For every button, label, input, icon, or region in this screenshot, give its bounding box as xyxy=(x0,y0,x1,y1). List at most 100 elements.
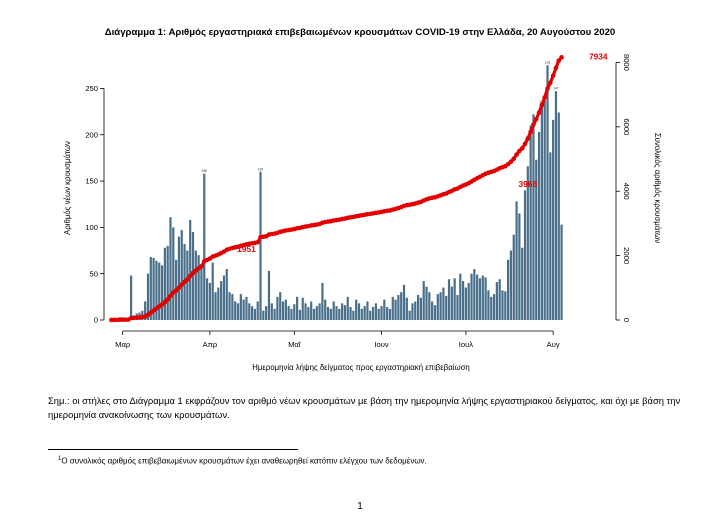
bar-104 xyxy=(402,284,406,320)
bar-89 xyxy=(360,308,363,320)
bar-126 xyxy=(464,287,468,320)
cumulative-point-27 xyxy=(185,277,190,282)
bar-70 xyxy=(307,307,310,320)
bar-151 xyxy=(535,159,538,320)
cumulative-point-149 xyxy=(528,129,533,135)
bar-74 xyxy=(318,303,321,320)
bar-95 xyxy=(377,308,380,320)
bar-47 xyxy=(242,299,245,320)
bar-97 xyxy=(383,299,386,320)
bar-137 xyxy=(495,282,498,320)
bar-123 xyxy=(456,294,459,320)
y2-tick-label-0: 0 xyxy=(622,318,631,322)
cumulative-point-24 xyxy=(176,285,182,290)
bar-52 xyxy=(256,301,259,320)
bar-135 xyxy=(490,296,493,320)
bar-24 xyxy=(177,236,181,320)
bar-90 xyxy=(363,306,366,320)
bar-94 xyxy=(374,303,377,320)
x-tick-label-0: Μαρ xyxy=(115,340,131,349)
bar-43 xyxy=(231,294,234,320)
bar-64 xyxy=(290,308,293,320)
bar-156 xyxy=(549,152,552,320)
bar-83 xyxy=(343,305,347,320)
bar-49 xyxy=(248,303,251,320)
cumulative-point-158 xyxy=(553,65,559,71)
bar-61 xyxy=(281,301,285,320)
bar-158 xyxy=(554,91,558,320)
footnote-divider xyxy=(48,449,298,450)
y2-tick-label-2: 4000 xyxy=(622,183,631,200)
bar-141 xyxy=(507,259,510,320)
bar-154 xyxy=(543,99,546,321)
bar-92 xyxy=(369,310,372,320)
bar-147 xyxy=(523,190,527,320)
y-axis-title: Αριθμός νέων κρουσμάτων xyxy=(63,141,72,235)
cumulative-point-28 xyxy=(187,273,193,279)
bar-51 xyxy=(253,308,257,320)
bar-30 xyxy=(194,250,197,320)
bar-42 xyxy=(228,292,231,320)
bar-67 xyxy=(298,309,302,320)
bar-86 xyxy=(352,310,355,320)
cumulative-point-23 xyxy=(173,288,179,293)
footnote-text: Ο συνολικός αριθμός επιβεβαιωμένων κρουσ… xyxy=(61,456,427,466)
bar-14 xyxy=(149,257,152,320)
bar-data-label-2: 275 xyxy=(545,61,551,65)
bar-33 xyxy=(203,173,206,320)
cumulative-point-142 xyxy=(508,159,514,165)
bar-111 xyxy=(422,281,425,320)
bar-19 xyxy=(163,247,166,320)
bar-71 xyxy=(310,301,313,320)
bar-115 xyxy=(433,305,437,320)
bar-121 xyxy=(450,286,453,320)
y2-tick-label-1: 2000 xyxy=(622,247,631,264)
cumulative-point-157 xyxy=(550,73,556,79)
bar-139 xyxy=(501,290,504,320)
bar-105 xyxy=(405,297,408,320)
axes-layer: 0 50 100 150 200 250 0 2000 4000 6000 8000 Μαρ Απρ Μα… xyxy=(85,54,631,349)
bar-20 xyxy=(166,245,169,320)
x-tick-label-2: Μαΐ xyxy=(288,340,302,349)
cumulative-label-0: 1951 xyxy=(237,244,256,254)
bar-100 xyxy=(391,296,394,320)
bar-80 xyxy=(335,306,338,320)
y2-tick-label-4: 8000 xyxy=(622,54,631,71)
bar-150 xyxy=(532,114,535,320)
cumulative-point-148 xyxy=(525,136,531,141)
bar-73 xyxy=(315,306,318,320)
bar-103 xyxy=(400,292,403,320)
bar-45 xyxy=(236,303,240,320)
bar-140 xyxy=(504,291,507,320)
bar-117 xyxy=(439,292,442,320)
bar-37 xyxy=(214,292,217,320)
page-number: 1 xyxy=(357,501,363,512)
x-tick-label-1: Απρ xyxy=(203,340,218,349)
cumulative-point-21 xyxy=(168,293,173,299)
bar-81 xyxy=(338,308,341,320)
chart-note: Σημ.: οι στήλες στο Διάγραμμα 1 εκφράζου… xyxy=(48,395,681,420)
bar-109 xyxy=(416,294,420,320)
bar-32 xyxy=(200,266,203,320)
bar-13 xyxy=(146,273,150,320)
bar-157 xyxy=(552,119,555,320)
bar-130 xyxy=(476,274,479,320)
bar-131 xyxy=(478,278,482,320)
bar-98 xyxy=(386,307,389,320)
bar-114 xyxy=(431,301,434,320)
bar-76 xyxy=(324,299,327,320)
bar-65 xyxy=(293,304,296,320)
bar-17 xyxy=(158,262,161,320)
cumulative-point-151 xyxy=(533,116,539,122)
y-tick-label-3: 150 xyxy=(85,177,98,186)
bar-152 xyxy=(537,131,541,320)
bar-136 xyxy=(492,294,496,320)
bar-68 xyxy=(301,297,304,320)
bar-148 xyxy=(526,166,529,320)
bar-159 xyxy=(557,112,560,320)
bar-119 xyxy=(445,295,448,320)
cumulative-point-146 xyxy=(519,146,525,151)
cumulative-point-160 xyxy=(559,55,564,60)
bar-122 xyxy=(453,278,456,320)
